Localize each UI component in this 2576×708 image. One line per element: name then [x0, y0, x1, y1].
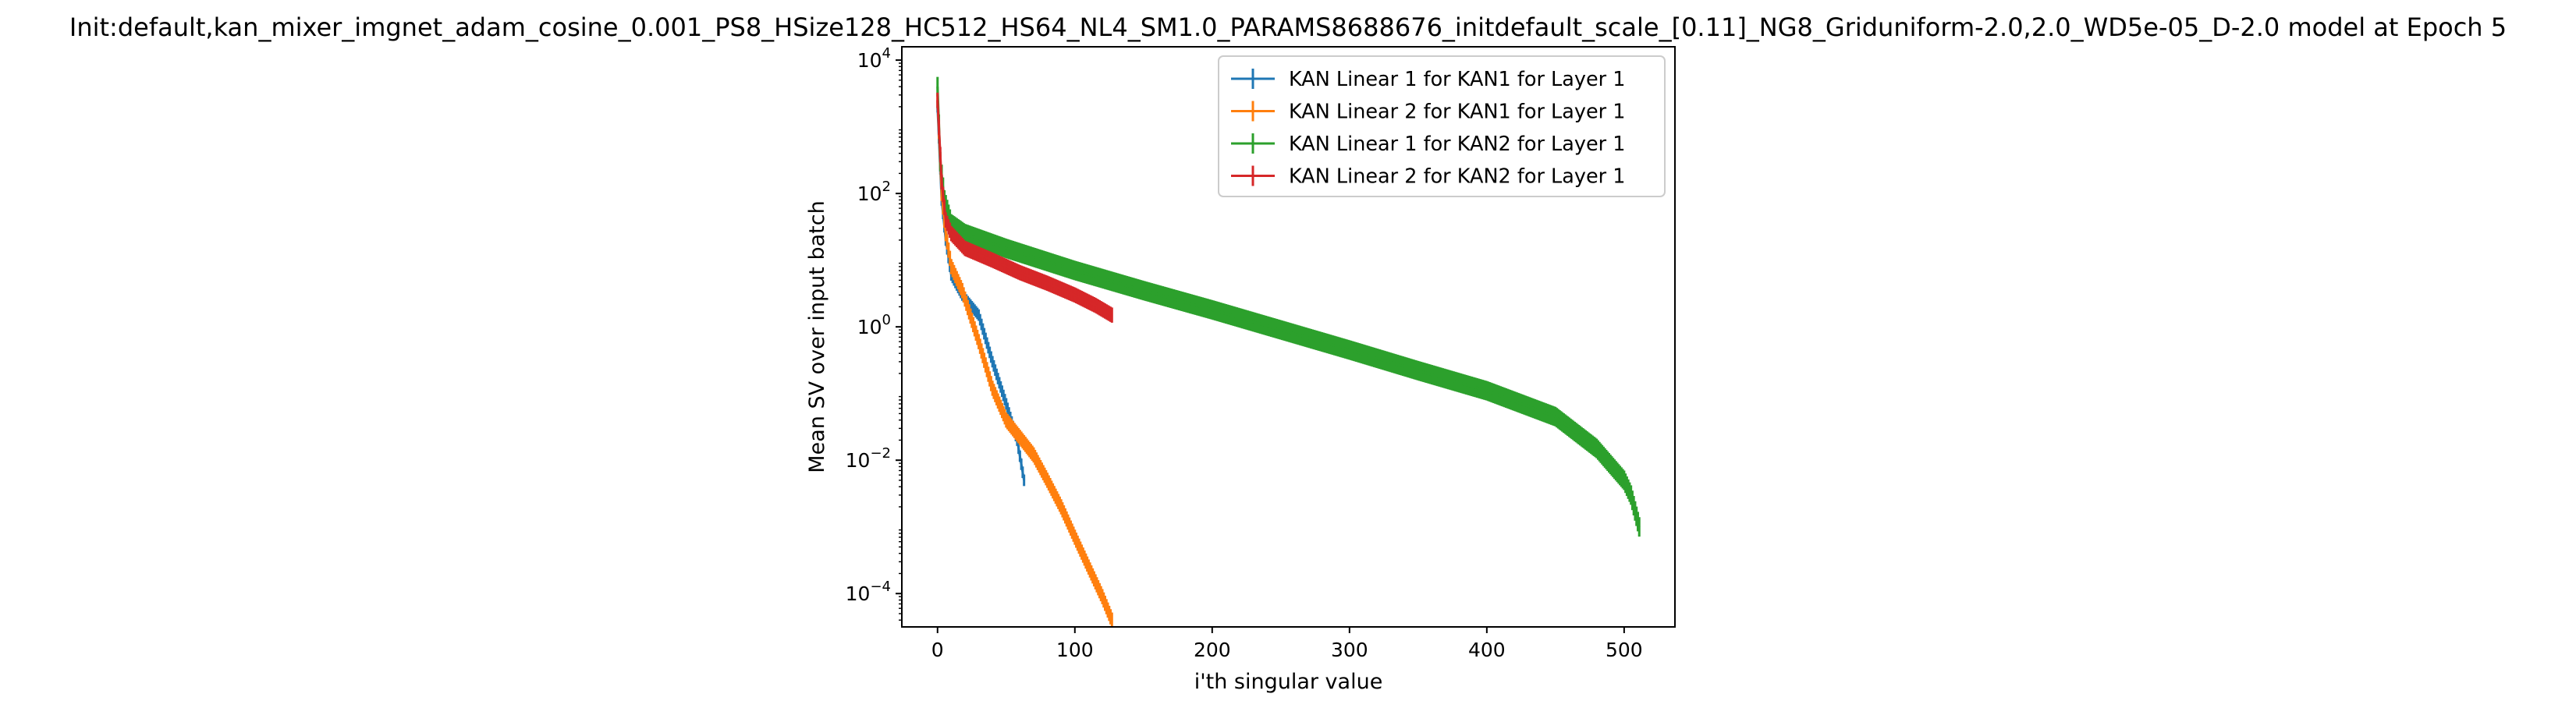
x-axis-ticks: 0 100 200 300 400 500	[931, 627, 1643, 661]
legend-label: KAN Linear 1 for KAN1 for Layer 1	[1289, 68, 1625, 91]
y-axis-label: Mean SV over input batch	[805, 200, 829, 473]
legend-label: KAN Linear 2 for KAN2 for Layer 1	[1289, 165, 1625, 189]
legend-label: KAN Linear 1 for KAN2 for Layer 1	[1289, 133, 1625, 156]
y-tick-label: 10−4	[846, 579, 891, 605]
x-axis-label: i'th singular value	[1194, 670, 1383, 694]
legend-item-3: KAN Linear 1 for KAN2 for Layer 1	[1231, 133, 1625, 156]
series-4	[936, 92, 1113, 323]
x-tick-label: 300	[1331, 639, 1368, 661]
series-line	[936, 100, 1113, 621]
legend: KAN Linear 1 for KAN1 for Layer 1 KAN Lin…	[1218, 55, 1666, 197]
legend-box	[1218, 55, 1666, 197]
series-3	[936, 76, 1641, 537]
series-line	[936, 87, 1641, 528]
series-layer	[936, 76, 1641, 628]
y-tick-label: 104	[857, 45, 891, 72]
y-tick-label: 100	[857, 312, 891, 338]
legend-label: KAN Linear 2 for KAN1 for Layer 1	[1289, 101, 1625, 124]
legend-item-4: KAN Linear 2 for KAN2 for Layer 1	[1231, 165, 1625, 189]
legend-item-2: KAN Linear 2 for KAN1 for Layer 1	[1231, 101, 1625, 124]
x-tick-label: 100	[1056, 639, 1094, 661]
y-tick-label: 102	[857, 179, 891, 205]
series-line	[936, 100, 1113, 317]
y-axis-ticks: 104 102 100 10−2 10−4	[846, 45, 902, 621]
series-2	[936, 92, 1113, 628]
x-tick-label: 500	[1606, 639, 1643, 661]
y-tick-label: 10−2	[846, 445, 891, 472]
x-tick-label: 200	[1194, 639, 1231, 661]
legend-item-1: KAN Linear 1 for KAN1 for Layer 1	[1231, 68, 1625, 91]
x-tick-label: 0	[931, 639, 944, 661]
chart-title: Init:default,kan_mixer_imgnet_adam_cosin…	[69, 12, 2507, 42]
x-tick-label: 400	[1468, 639, 1506, 661]
